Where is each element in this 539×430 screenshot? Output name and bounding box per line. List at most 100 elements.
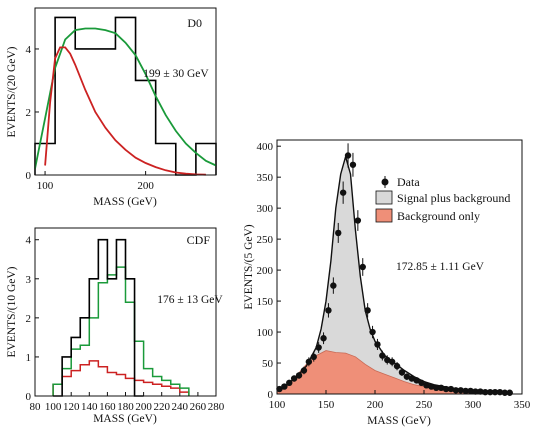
data-point: [290, 375, 298, 382]
cdf-ytick-label: 0: [26, 391, 32, 403]
cdf-background-histogram: [52, 360, 190, 396]
cdf-ylabel: EVENTS/(10 GeV): [6, 266, 18, 357]
d0-ytick-label: 4: [26, 44, 32, 56]
data-point: [359, 263, 366, 271]
combined-xtick-label: 250: [416, 399, 433, 411]
data-point: [403, 373, 411, 380]
combined-ytick-label: 50: [262, 358, 274, 370]
data-point: [398, 369, 406, 376]
data-point: [310, 353, 317, 361]
data-point: [433, 384, 440, 392]
data-point: [281, 383, 288, 390]
d0-xtick-label: 200: [137, 180, 154, 192]
cdf-xlabel: MASS (GeV): [93, 413, 157, 425]
d0-signal-curve: [34, 27, 217, 169]
cdf-xtick-label: 160: [99, 401, 116, 413]
data-point: [452, 387, 460, 394]
data-point: [408, 375, 415, 382]
data-point: [320, 335, 327, 342]
combined-ytick-label: 150: [257, 296, 274, 308]
d0-annotation: 199 ± 30 GeV: [143, 68, 209, 80]
cdf-xtick-label: 120: [63, 401, 80, 413]
cdf-xtick-label: 240: [172, 401, 189, 413]
cdf-plot-area: 80 100 120 140 160 180 200 220 240 260 280 0 1 2 3 4: [26, 235, 225, 413]
cdf-panel: 80 100 120 140 160 180 200 220 240 260 280 0 1 2 3 4 CD…: [6, 227, 225, 425]
d0-frame: [34, 7, 217, 176]
d0-ylabel: EVENTS/(20 GeV): [6, 46, 18, 137]
data-point: [325, 307, 332, 314]
cdf-ytick-label: 2: [26, 313, 32, 325]
cdf-ytick-label: 1: [26, 352, 32, 364]
cdf-xtick-label: 80: [30, 401, 42, 413]
data-point: [457, 387, 464, 394]
d0-ytick-label: 2: [26, 107, 32, 119]
cdf-annotation: 176 ± 13 GeV: [157, 294, 223, 306]
data-point: [467, 387, 474, 395]
data-point: [462, 387, 469, 395]
combined-xtick-label: 300: [465, 399, 482, 411]
data-point: [349, 161, 357, 168]
cdf-xtick-label: 140: [81, 401, 98, 413]
data-point: [428, 383, 435, 390]
cdf-xtick-label: 200: [135, 401, 152, 413]
combined-ytick-label: 300: [257, 203, 274, 215]
data-point: [447, 385, 455, 393]
legend-background-swatch: [375, 208, 393, 223]
combined-xtick-label: 350: [514, 399, 531, 411]
data-point: [418, 379, 425, 387]
combined-legend: Data Signal plus background Background o…: [375, 175, 510, 223]
data-point: [442, 385, 450, 393]
cdf-signal-histogram: [52, 266, 190, 396]
data-point: [354, 217, 362, 224]
data-point: [374, 341, 381, 348]
cdf-data-histogram: [53, 238, 144, 397]
combined-xtick-label: 150: [318, 399, 335, 411]
combined-ylabel: EVENTS/(5 GeV): [243, 224, 255, 309]
combined-ytick-label: 100: [257, 327, 274, 339]
cdf-ytick-label: 4: [26, 235, 32, 247]
data-point: [369, 328, 376, 336]
combined-annotation: 172.85 ± 1.11 GeV: [396, 261, 485, 273]
combined-ytick-label: 400: [257, 141, 274, 153]
cdf-xtick-label: 180: [117, 401, 134, 413]
d0-xtick-label: 100: [37, 180, 54, 192]
data-point: [393, 362, 401, 370]
data-point: [437, 384, 445, 392]
combined-ytick-label: 250: [257, 234, 274, 246]
d0-panel: 100 200 0 2 4 D0 199 ± 30 GeV MASS (GeV) EVE…: [6, 7, 217, 208]
combined-plot-area: 100 150 200 250 300 350 0 50 100 150 200 250 300 350 4…: [257, 141, 531, 411]
data-point: [388, 358, 396, 365]
data-point: [315, 344, 322, 351]
cdf-ytick-label: 3: [26, 274, 32, 286]
d0-plot-area: 100 200 0 2 4: [26, 16, 217, 192]
data-point: [413, 377, 420, 384]
legend-background-label: Background only: [397, 209, 480, 223]
data-point: [300, 367, 308, 374]
data-point: [472, 388, 479, 395]
cdf-xtick-label: 280: [208, 401, 225, 413]
data-point: [506, 389, 513, 396]
data-point: [305, 358, 313, 365]
cdf-label: CDF: [187, 233, 211, 247]
d0-data-histogram: [34, 16, 217, 176]
data-point: [339, 189, 347, 196]
combined-xlabel: MASS (GeV): [367, 415, 431, 427]
cdf-frame: [34, 227, 217, 397]
data-point: [295, 372, 303, 379]
data-point: [335, 229, 342, 237]
cdf-xtick-label: 100: [45, 401, 62, 413]
d0-background-curve: [44, 46, 206, 176]
data-point: [286, 379, 293, 387]
data-point: [364, 307, 371, 314]
d0-xlabel: MASS (GeV): [93, 196, 157, 208]
legend-data-label: Data: [397, 175, 420, 189]
combined-ytick-label: 200: [257, 265, 274, 277]
combined-xtick-label: 100: [269, 399, 286, 411]
combined-panel: 100 150 200 250 300 350 0 50 100 150 200 250 300 350 4…: [243, 139, 531, 427]
signal-plus-background-area: [277, 156, 513, 394]
data-point: [384, 356, 391, 364]
data-point: [477, 388, 484, 395]
data-point: [379, 352, 386, 359]
data-point: [344, 152, 352, 159]
